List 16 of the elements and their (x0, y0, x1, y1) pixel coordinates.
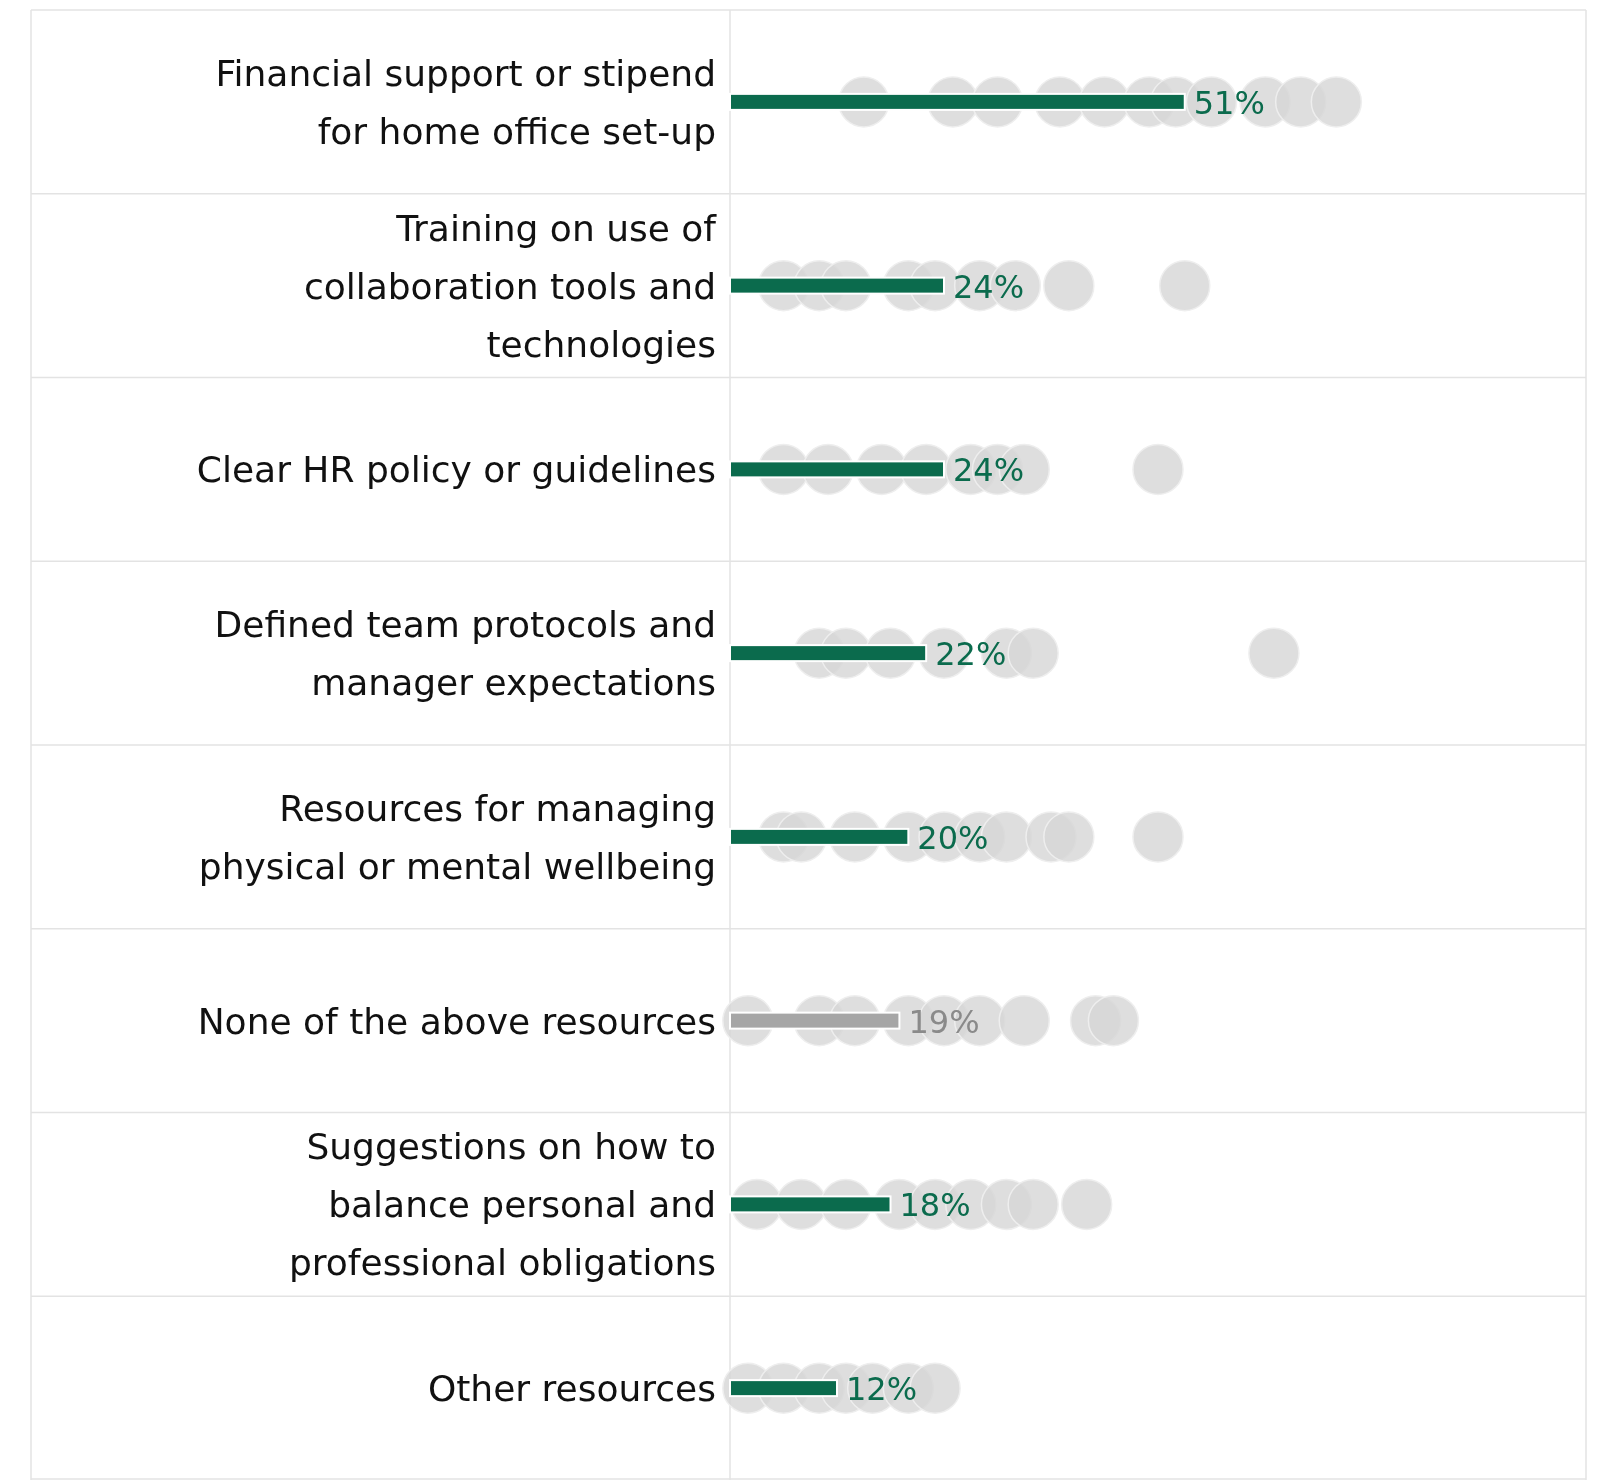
y-tick-label: None of the above resources (197, 1000, 716, 1042)
data-label: 51% (1193, 83, 1265, 122)
data-label: 24% (953, 451, 1025, 490)
y-tick-label: Training on use of collaboration tools and technologies (303, 207, 718, 365)
y-tick-label: Suggestions on how to balance personal and professional obligations (288, 1126, 716, 1284)
data-label: 12% (846, 1370, 918, 1409)
y-tick-label: Other resources (427, 1368, 716, 1410)
data-label: 24% (953, 267, 1025, 306)
data-label: 19% (908, 1002, 980, 1041)
y-tick-label: Financial support or stipend for home office set-up (215, 52, 716, 152)
data-label: 18% (899, 1186, 971, 1225)
data-label: 22% (935, 635, 1007, 674)
data-label: 20% (917, 818, 989, 857)
y-tick-label: Clear HR policy or guidelines (196, 449, 716, 491)
y-tick-label: Defined team protocols and manager expectations (214, 604, 716, 704)
y-tick-label: Resources for managing physical or mental wellbeing (198, 787, 716, 887)
